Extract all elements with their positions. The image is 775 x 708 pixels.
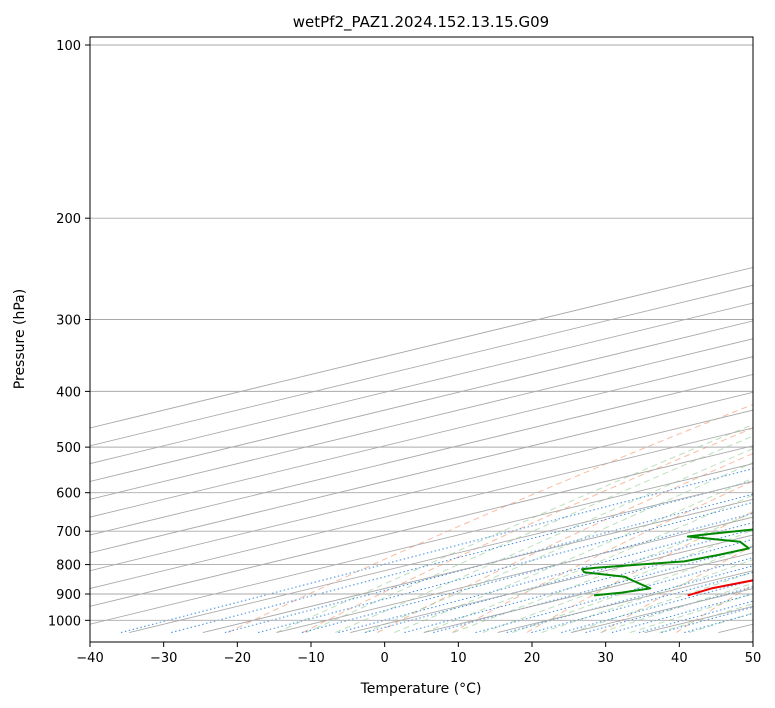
isotherm-line bbox=[90, 427, 753, 589]
isotherm-line bbox=[90, 284, 753, 447]
isotherm-line bbox=[90, 266, 753, 429]
x-tick-label: 30 bbox=[597, 651, 614, 666]
mixing-ratio-line bbox=[365, 528, 753, 633]
isotherm-line bbox=[423, 552, 753, 633]
dry-adiabat bbox=[750, 630, 753, 633]
isotherm-lines bbox=[90, 266, 753, 633]
moist-adiabat bbox=[600, 582, 753, 633]
y-axis-label: Pressure (hPa) bbox=[12, 289, 28, 389]
y-tick-label: 500 bbox=[56, 441, 81, 456]
plot-area: -100-90-80-70-60-50-40-30-20-10010203040… bbox=[90, 44, 753, 633]
dry-adiabat bbox=[675, 584, 753, 633]
y-tick-label: 200 bbox=[56, 212, 81, 227]
isotherm-line bbox=[90, 302, 753, 465]
x-tick-label: 50 bbox=[745, 651, 762, 666]
x-tick-label: −30 bbox=[150, 651, 177, 666]
x-axis: −40 −30 −20 −10 0 10 20 30 40 50 bbox=[76, 642, 761, 666]
isotherm-line bbox=[90, 445, 753, 607]
isotherm-line bbox=[202, 498, 753, 633]
isotherm-line bbox=[276, 516, 753, 633]
isotherm-line bbox=[129, 481, 753, 633]
moist-adiabat bbox=[629, 593, 753, 633]
moist-adiabat bbox=[482, 529, 753, 633]
isotherm-line bbox=[90, 463, 753, 625]
isotherm-line bbox=[90, 373, 753, 536]
isotherm-line bbox=[90, 391, 753, 554]
isotherm-line bbox=[90, 409, 753, 572]
dry-adiabat bbox=[526, 511, 753, 633]
moist-adiabat bbox=[571, 571, 753, 633]
moist-adiabat bbox=[541, 559, 753, 633]
y-tick-label: 900 bbox=[56, 588, 81, 603]
moist-adiabat bbox=[394, 477, 753, 633]
x-tick-label: 40 bbox=[671, 651, 688, 666]
mixing-ratio-line bbox=[531, 571, 753, 633]
mixing-ratio-line bbox=[561, 579, 753, 633]
moist-adiabat bbox=[688, 612, 753, 633]
moist-adiabat bbox=[659, 603, 753, 633]
temperature-profile bbox=[687, 579, 753, 597]
y-tick-label: 400 bbox=[56, 385, 81, 400]
isotherm-line bbox=[718, 623, 753, 633]
isotherm-line bbox=[644, 605, 753, 633]
y-tick-label: 100 bbox=[56, 39, 81, 54]
dewpoint-profile bbox=[581, 528, 753, 597]
dry-adiabat bbox=[451, 480, 753, 633]
dry-adiabat bbox=[377, 452, 753, 633]
x-tick-label: −10 bbox=[297, 651, 324, 666]
x-tick-label: 0 bbox=[381, 651, 389, 666]
x-axis-label: Temperature (°C) bbox=[360, 681, 482, 697]
adiabat-lines bbox=[227, 403, 753, 633]
dry-adiabat bbox=[227, 403, 753, 633]
y-axis: 100 200 300 400 500 600 700 800 900 1000 bbox=[48, 39, 90, 629]
isobar-lines bbox=[90, 44, 753, 621]
y-tick-label: 700 bbox=[56, 525, 81, 540]
moist-adiabat bbox=[453, 512, 753, 633]
moist-adiabat bbox=[364, 462, 753, 633]
x-tick-label: 10 bbox=[450, 651, 467, 666]
x-tick-label: −40 bbox=[76, 651, 103, 666]
x-tick-label: 20 bbox=[524, 651, 541, 666]
mixing-ratio-line bbox=[404, 538, 753, 633]
sounding-profiles bbox=[581, 528, 753, 597]
isotherm-line bbox=[90, 320, 753, 482]
y-tick-label: 600 bbox=[56, 487, 81, 502]
plot-frame bbox=[89, 36, 754, 643]
dry-adiabat bbox=[302, 427, 753, 633]
isotherm-line bbox=[90, 338, 753, 500]
y-tick-label: 1000 bbox=[48, 614, 81, 629]
y-tick-label: 300 bbox=[56, 314, 81, 329]
isotherm-line bbox=[90, 356, 753, 518]
moist-adiabat bbox=[335, 448, 753, 633]
chart-title: wetPf2_PAZ1.2024.152.13.15.G09 bbox=[293, 13, 549, 32]
y-tick-label: 800 bbox=[56, 559, 81, 574]
mixing-ratio-line bbox=[338, 522, 753, 633]
x-tick-label: −20 bbox=[224, 651, 251, 666]
